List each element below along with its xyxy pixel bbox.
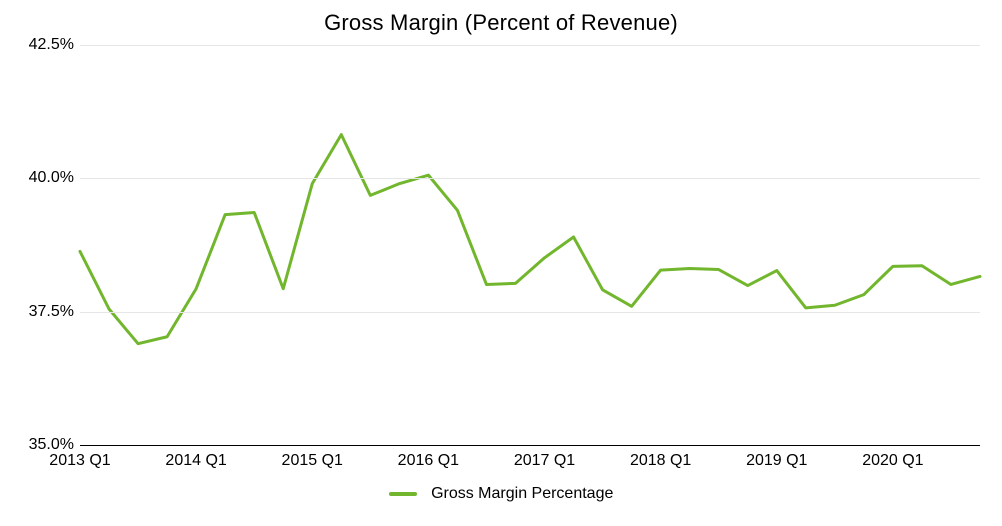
legend-swatch	[389, 492, 417, 496]
x-tick-label: 2013 Q1	[49, 452, 110, 470]
x-tick-label: 2016 Q1	[398, 452, 459, 470]
gridline	[80, 312, 980, 313]
legend: Gross Margin Percentage	[0, 485, 1002, 503]
plot-area	[80, 45, 980, 445]
y-tick-label: 37.5%	[4, 303, 74, 321]
y-tick-label: 40.0%	[4, 169, 74, 187]
y-tick-label: 42.5%	[4, 36, 74, 54]
x-tick-label: 2020 Q1	[862, 452, 923, 470]
gridline	[80, 45, 980, 46]
x-tick-label: 2017 Q1	[514, 452, 575, 470]
legend-label: Gross Margin Percentage	[431, 485, 613, 503]
x-tick-label: 2018 Q1	[630, 452, 691, 470]
chart-container: Gross Margin (Percent of Revenue) Gross …	[0, 0, 1002, 526]
gridline	[80, 178, 980, 179]
line-series	[80, 45, 980, 445]
x-tick-label: 2015 Q1	[282, 452, 343, 470]
chart-title: Gross Margin (Percent of Revenue)	[0, 10, 1002, 36]
x-tick-label: 2019 Q1	[746, 452, 807, 470]
x-axis-line	[80, 445, 980, 446]
x-tick-label: 2014 Q1	[165, 452, 226, 470]
